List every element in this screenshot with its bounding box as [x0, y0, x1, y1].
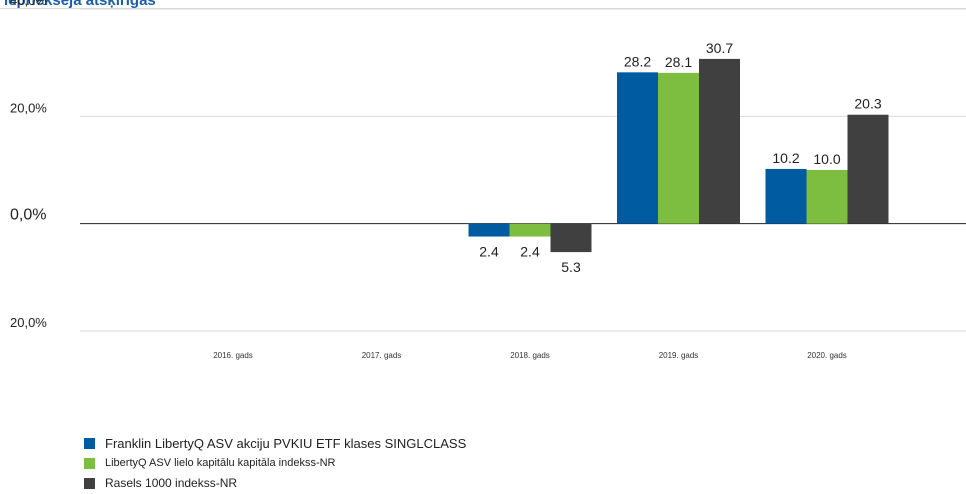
bar	[617, 72, 658, 224]
bar	[765, 168, 807, 224]
bar	[509, 223, 551, 237]
data-label: 30.7	[706, 40, 733, 56]
legend-item: LibertyQ ASV lielo kapitālu kapitāla ind…	[84, 454, 466, 472]
chart-title: iepriekšējā atšķirīgās	[4, 0, 156, 9]
legend-item: Franklin LibertyQ ASV akciju PVKIU ETF k…	[84, 434, 466, 452]
data-label: 10.2	[772, 150, 799, 166]
data-label: 28.2	[624, 53, 651, 69]
bar	[806, 170, 848, 224]
y-tick-label: 20,0%	[10, 100, 47, 115]
legend: Franklin LibertyQ ASV akciju PVKIU ETF k…	[84, 434, 466, 494]
x-tick-label: 2020. gads	[807, 351, 847, 360]
legend-swatch	[84, 477, 95, 489]
bar	[847, 114, 889, 224]
data-label: 20.3	[854, 96, 881, 112]
bars	[468, 58, 889, 253]
x-axis: 2016. gads 2017. gads 2018. gads 2019. gads…	[213, 351, 847, 360]
legend-label: Rasels 1000 indekss-NR	[105, 476, 238, 490]
x-tick-label: 2017. gads	[362, 351, 402, 360]
x-tick-label: 2018. gads	[510, 351, 550, 360]
legend-swatch	[84, 457, 95, 469]
y-tick-label: 40,0%	[10, 0, 47, 8]
data-label: 2.4	[520, 244, 540, 260]
y-tick-label: 0,0%	[10, 207, 46, 224]
bar	[699, 58, 740, 224]
bar	[658, 72, 699, 224]
legend-label: Franklin LibertyQ ASV akciju PVKIU ETF k…	[105, 435, 467, 451]
data-label: 2.4	[479, 244, 499, 260]
y-tick-label: 20,0%	[10, 315, 47, 330]
data-label: 28.1	[665, 54, 692, 70]
bar-chart: 2.4 2.4 5.3 28.2 28.1 30.7 10.2 10.0 20.3 40,0% 2…	[10, 0, 966, 360]
data-labels: 2.4 2.4 5.3 28.2 28.1 30.7 10.2 10.0 20.3	[479, 40, 882, 275]
bar	[550, 223, 592, 253]
legend-label: LibertyQ ASV lielo kapitālu kapitāla ind…	[105, 457, 336, 469]
legend-swatch	[84, 437, 95, 449]
bar	[468, 223, 510, 237]
x-tick-label: 2016. gads	[213, 351, 253, 360]
y-axis: 40,0% 20,0% 0,0% 20,0%	[10, 0, 47, 330]
legend-item: Rasels 1000 indekss-NR	[84, 474, 466, 492]
data-label: 10.0	[813, 151, 840, 167]
data-label: 5.3	[561, 259, 581, 275]
x-tick-label: 2019. gads	[659, 351, 699, 360]
